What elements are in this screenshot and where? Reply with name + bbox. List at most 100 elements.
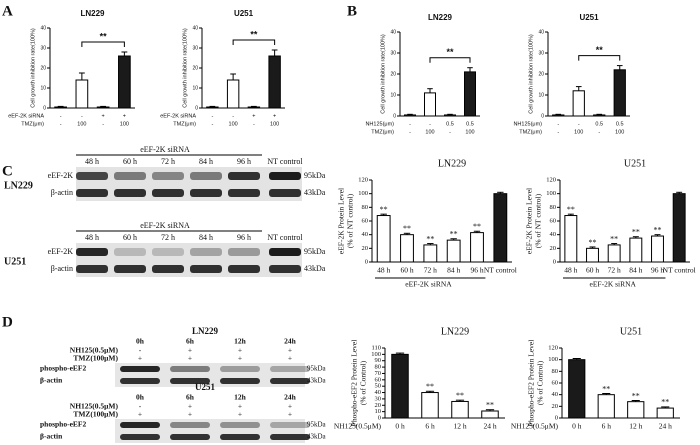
blot-condition-value: + [188,402,192,411]
blot-cell: LN229 [4,180,33,191]
blot-condition-label: TMZ(100μM) [73,354,118,363]
x-row-value: 0.5 [595,121,603,127]
x-row-value: - [81,113,83,119]
y-tick-label: 80 [375,364,382,371]
y-tick-label: 120 [358,176,368,183]
blot-size: 95kDa [307,365,327,373]
significance: ** [596,45,604,55]
group-label: eEF-2K siRNA [405,280,452,289]
x-row-value: - [429,121,431,127]
x-row-label: TMZ(μm) [173,121,196,127]
y-tick-label: 80 [362,204,369,211]
x-tick-label: 84 h [447,266,460,275]
x-tick-label: NT control [484,266,517,275]
blot-condition-value: + [238,354,242,363]
blot-condition-value: + [288,346,292,355]
y-tick-label: 20 [375,402,382,409]
x-row-value: - [232,113,234,119]
blot-lane: 0h [136,337,145,346]
significance: ** [589,238,597,247]
x-row-label: eEF-2K siRNA [160,113,196,119]
y-tick-label: 120 [548,344,558,351]
x-tick-label: 0 h [572,422,582,431]
blot-size: 43kDa [304,188,326,197]
group-label: eEF-2K siRNA [590,280,637,289]
significance: ** [567,205,575,214]
blot-condition-label: NH125(0.5μM) [70,346,119,355]
bar [568,359,586,419]
blot-band [114,248,146,256]
bar [421,392,439,419]
y-tick-label: 10 [538,92,544,98]
x-row-value: + [102,113,105,119]
blot-band [220,378,260,384]
y-axis-label: Cell growth inhibition rate(100%) [380,34,386,114]
blot-band [270,422,310,428]
y-tick-label: 20 [192,65,198,71]
blot-condition-value: + [288,410,292,419]
y-tick-label: 40 [390,29,396,35]
significance: ** [456,391,464,400]
y-tick-label: 40 [538,29,544,35]
y-axis-label: eEF-2K Protein Level [337,188,346,254]
y-tick-label: 30 [40,45,46,51]
y-tick-label: 80 [550,204,557,211]
blot-band [270,366,310,372]
panel-letter: B [347,3,357,19]
x-row-value: - [578,121,580,127]
blot-band [152,248,184,256]
y-tick-label: 100 [371,351,381,358]
blot-condition-value: + [138,354,142,363]
blot-band [76,248,108,256]
x-row-value: + [123,113,126,119]
blot-band [170,422,210,428]
significance-bracket [429,57,471,63]
blot-condition-value: - [139,346,142,355]
chart-title: U251 [234,9,254,18]
x-tick-label: 24 h [483,422,496,431]
blot-cell: U251 [195,382,215,392]
bar [118,55,131,109]
blot-lane: 24h [284,393,297,402]
x-tick-label: 60 h [586,266,599,275]
blot-band [120,378,160,384]
blot-lane: 96 h [237,157,251,166]
blot-band [228,248,260,256]
y-tick-label: 20 [40,65,46,71]
y-axis-label: (% of NT control) [346,193,355,248]
y-tick-label: 30 [538,50,544,56]
blot-band [220,422,260,428]
blot-size: 95kDa [304,247,326,256]
y-tick-label: 30 [390,50,396,56]
bar [400,234,414,263]
x-row-label: eEF-2K siRNA [8,113,44,119]
x-row-value: - [60,113,62,119]
bar [572,90,585,117]
x-tick-label: 24 h [659,422,672,431]
blot-lane: 60 h [123,233,137,242]
blot-band [114,189,146,197]
bar [552,114,565,117]
chart-title: LN229 [441,326,469,337]
y-tick-label: 10 [390,92,396,98]
x-row-value: - [211,113,213,119]
x-row-value: - [449,129,451,135]
blot-condition-value: + [138,410,142,419]
bar [629,237,643,263]
blot-condition-value: + [188,410,192,419]
blot-lane: 60 h [123,157,137,166]
y-tick-label: 30 [375,395,382,402]
blot-band [170,434,210,440]
blot-lane: 6h [186,393,195,402]
x-row-label: TMZ(μm) [21,121,44,127]
bar [206,106,219,109]
significance-bracket [578,55,621,61]
y-tick-label: 60 [552,379,559,386]
y-tick-label: 10 [375,408,382,415]
x-tick-label: 12 h [453,422,466,431]
blot-size: 43kDa [307,433,327,441]
x-row-value: - [253,121,255,127]
y-tick-label: 70 [375,370,382,377]
y-tick-label: 0 [553,258,556,265]
